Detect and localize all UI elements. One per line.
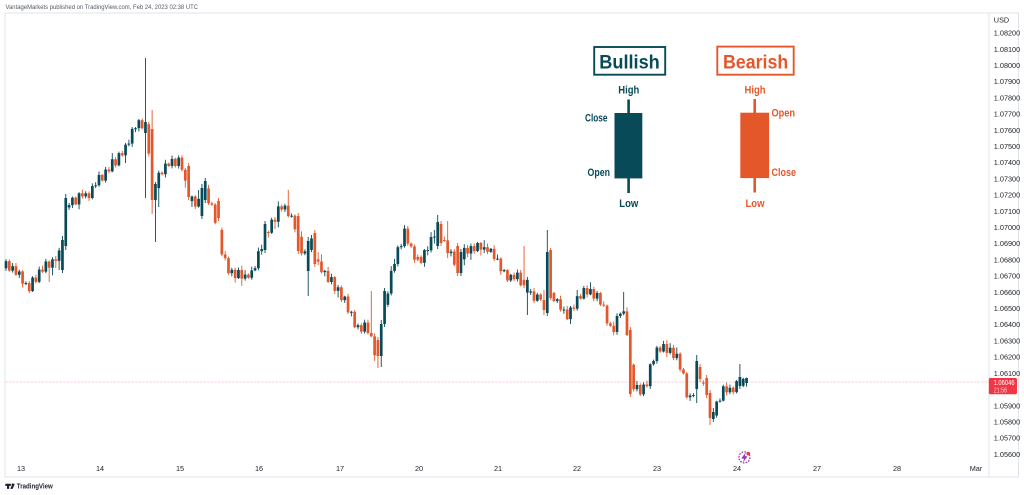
svg-text:1.05700: 1.05700	[994, 434, 1020, 443]
svg-text:24: 24	[733, 464, 741, 473]
svg-text:TradingView: TradingView	[17, 481, 53, 490]
svg-text:1.06700: 1.06700	[994, 272, 1020, 281]
svg-text:27: 27	[813, 464, 821, 473]
svg-text:Open: Open	[588, 167, 611, 179]
svg-text:1.06500: 1.06500	[994, 304, 1020, 313]
svg-text:17: 17	[336, 464, 344, 473]
svg-text:1.06046: 1.06046	[994, 380, 1015, 387]
svg-text:1.07600: 1.07600	[994, 126, 1020, 135]
svg-text:1.05600: 1.05600	[994, 450, 1020, 459]
svg-text:1.05800: 1.05800	[994, 417, 1020, 426]
svg-text:USD: USD	[994, 15, 1009, 24]
svg-text:1.07700: 1.07700	[994, 110, 1020, 119]
svg-text:Close: Close	[772, 167, 797, 179]
svg-text:1.06300: 1.06300	[994, 336, 1020, 345]
svg-text:15: 15	[176, 464, 184, 473]
svg-text:20: 20	[415, 464, 423, 473]
svg-text:1.06100: 1.06100	[994, 369, 1020, 378]
svg-text:1.05900: 1.05900	[994, 401, 1020, 410]
svg-text:1.07000: 1.07000	[994, 223, 1020, 232]
svg-text:Mar: Mar	[970, 464, 983, 473]
svg-text:1.06200: 1.06200	[994, 353, 1020, 362]
svg-text:Bullish: Bullish	[599, 52, 660, 74]
svg-text:16: 16	[255, 464, 263, 473]
svg-text:1.06400: 1.06400	[994, 320, 1020, 329]
svg-text:1.07400: 1.07400	[994, 158, 1020, 167]
svg-text:1.07800: 1.07800	[994, 93, 1020, 102]
svg-text:13: 13	[17, 464, 25, 473]
svg-text:1.07200: 1.07200	[994, 191, 1020, 200]
svg-text:High: High	[745, 85, 766, 97]
svg-text:Bearish: Bearish	[723, 52, 788, 74]
svg-text:23: 23	[653, 464, 661, 473]
svg-text:1.08200: 1.08200	[994, 29, 1020, 38]
svg-text:1.08100: 1.08100	[994, 45, 1020, 54]
svg-text:1.06600: 1.06600	[994, 288, 1020, 297]
svg-text:1.07500: 1.07500	[994, 142, 1020, 151]
svg-text:28: 28	[893, 464, 901, 473]
svg-text:Open: Open	[772, 108, 796, 120]
svg-text:1.07300: 1.07300	[994, 174, 1020, 183]
svg-text:Close: Close	[585, 112, 608, 124]
svg-text:1.07100: 1.07100	[994, 207, 1020, 216]
svg-text:1.08000: 1.08000	[994, 61, 1020, 70]
svg-text:1.06800: 1.06800	[994, 255, 1020, 264]
svg-text:Low: Low	[619, 198, 638, 210]
svg-text:1.06900: 1.06900	[994, 239, 1020, 248]
svg-text:High: High	[618, 85, 639, 97]
svg-text:22: 22	[573, 464, 581, 473]
svg-text:21:56: 21:56	[994, 388, 1008, 395]
svg-text:14: 14	[96, 464, 104, 473]
svg-text:21: 21	[494, 464, 502, 473]
svg-text:VantageMarkets published on Tr: VantageMarkets published on TradingView.…	[6, 4, 199, 11]
svg-text:Low: Low	[746, 198, 765, 210]
svg-text:1.07900: 1.07900	[994, 77, 1020, 86]
